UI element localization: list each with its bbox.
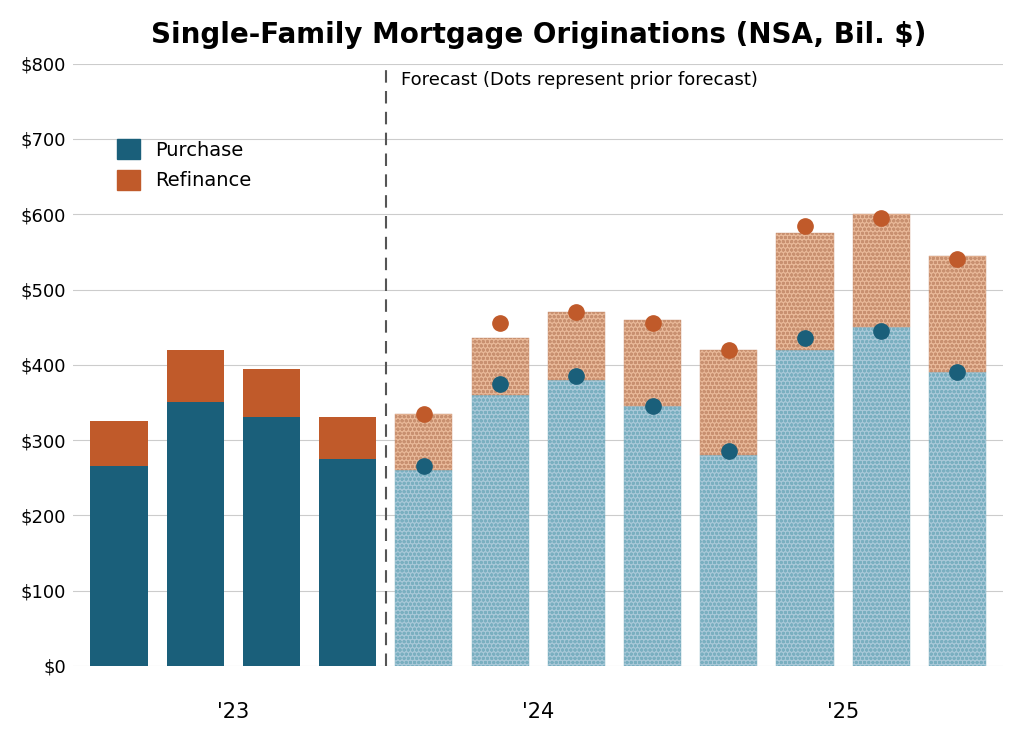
Bar [548,312,605,380]
Bar [395,413,453,471]
Bar [853,328,909,666]
Title: Single-Family Mortgage Originations (NSA, Bil. $): Single-Family Mortgage Originations (NSA… [151,21,926,49]
Bar [700,455,758,666]
Bar [929,256,986,372]
Text: '23: '23 [217,702,250,722]
Bar [319,417,376,459]
Bar [624,406,681,666]
Bar [395,471,453,666]
Bar [167,402,224,666]
Text: Forecast (Dots represent prior forecast): Forecast (Dots represent prior forecast) [401,71,758,89]
Text: '24: '24 [522,702,554,722]
Bar [853,214,909,328]
Bar [90,466,147,666]
Bar [929,372,986,666]
Legend: Purchase, Refinance: Purchase, Refinance [111,133,258,196]
Bar [624,319,681,406]
Bar [243,368,300,417]
Bar [471,339,528,395]
Bar [243,417,300,666]
Bar [471,395,528,666]
Bar [700,350,758,455]
Bar [319,459,376,666]
Text: '25: '25 [827,702,859,722]
Bar [548,380,605,666]
Bar [776,233,834,350]
Bar [776,350,834,666]
Bar [90,422,147,466]
Bar [167,350,224,402]
